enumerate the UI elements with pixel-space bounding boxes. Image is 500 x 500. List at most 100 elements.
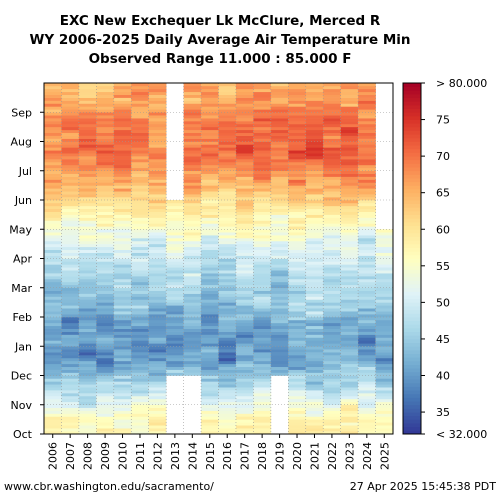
heatmap-cell bbox=[78, 299, 97, 303]
heatmap-cell bbox=[270, 255, 289, 259]
x-tick-label: 2008 bbox=[82, 442, 95, 470]
heatmap-cell bbox=[288, 170, 307, 174]
heatmap-cell bbox=[323, 109, 341, 113]
colorbar-tick-label: 40 bbox=[436, 370, 450, 383]
heatmap-cell bbox=[323, 156, 341, 160]
heatmap-cell bbox=[235, 398, 254, 403]
heatmap-cell bbox=[323, 363, 341, 368]
heatmap-cell bbox=[253, 121, 272, 125]
heatmap-cell bbox=[201, 337, 219, 341]
heatmap-cell bbox=[358, 83, 376, 87]
heatmap-cell bbox=[166, 308, 184, 312]
heatmap-cell bbox=[201, 115, 219, 119]
heatmap-cell bbox=[288, 85, 307, 90]
heatmap-cell bbox=[270, 112, 289, 116]
heatmap-cell bbox=[44, 360, 62, 365]
heatmap-cell bbox=[61, 337, 80, 341]
heatmap-cell bbox=[305, 366, 324, 370]
heatmap-cell bbox=[148, 159, 167, 163]
heatmap-cell bbox=[44, 384, 62, 388]
heatmap-cell bbox=[358, 296, 376, 300]
heatmap-cell bbox=[288, 384, 307, 388]
heatmap-cell bbox=[148, 422, 167, 426]
heatmap-cell bbox=[201, 211, 219, 215]
heatmap-cell bbox=[78, 121, 97, 125]
heatmap-cell bbox=[148, 144, 167, 148]
heatmap-cell bbox=[253, 270, 272, 274]
heatmap-cell bbox=[305, 360, 324, 365]
colorbar-segment bbox=[403, 349, 421, 354]
heatmap-cell bbox=[323, 138, 341, 142]
heatmap-cell bbox=[96, 103, 115, 107]
heatmap-cell bbox=[113, 164, 132, 169]
heatmap-cell bbox=[288, 240, 307, 245]
heatmap-cell bbox=[340, 249, 359, 253]
heatmap-cell bbox=[270, 179, 289, 183]
heatmap-cell bbox=[323, 161, 341, 166]
heatmap-cell bbox=[78, 305, 97, 309]
heatmap-cell bbox=[235, 317, 254, 321]
heatmap-cell bbox=[44, 249, 62, 253]
heatmap-cell bbox=[340, 185, 359, 189]
heatmap-cell bbox=[61, 340, 80, 344]
heatmap-cell bbox=[375, 422, 394, 426]
heatmap-cell bbox=[253, 378, 272, 382]
heatmap-cell bbox=[183, 252, 202, 256]
colorbar-segment bbox=[403, 141, 421, 146]
heatmap-cell bbox=[148, 404, 167, 408]
heatmap-cell bbox=[235, 91, 254, 95]
heatmap-cell bbox=[288, 176, 307, 180]
heatmap-cell bbox=[323, 425, 341, 429]
heatmap-cell bbox=[131, 349, 149, 353]
heatmap-cell bbox=[218, 299, 237, 303]
heatmap-cell bbox=[201, 384, 219, 388]
heatmap-cell bbox=[288, 205, 307, 210]
heatmap-cell bbox=[201, 121, 219, 125]
heatmap-cell bbox=[235, 188, 254, 192]
heatmap-cell bbox=[183, 194, 202, 198]
heatmap-cell bbox=[148, 308, 167, 312]
heatmap-cell bbox=[61, 118, 80, 122]
heatmap-cell bbox=[218, 94, 237, 98]
heatmap-cell bbox=[61, 214, 80, 218]
heatmap-cell bbox=[61, 202, 80, 207]
heatmap-cell bbox=[131, 372, 149, 376]
heatmap-cell bbox=[218, 185, 237, 189]
heatmap-cell bbox=[148, 170, 167, 174]
heatmap-cell bbox=[340, 390, 359, 394]
heatmap-cell bbox=[201, 416, 219, 420]
heatmap-cell bbox=[323, 240, 341, 245]
heatmap-cell bbox=[323, 232, 341, 236]
heatmap-cell bbox=[131, 378, 149, 382]
heatmap-cell bbox=[235, 220, 254, 224]
heatmap-cell bbox=[305, 308, 324, 312]
heatmap-cell bbox=[44, 173, 62, 177]
heatmap-cell bbox=[253, 238, 272, 242]
heatmap-cell bbox=[78, 398, 97, 403]
heatmap-cell bbox=[305, 261, 324, 265]
heatmap-cell bbox=[201, 328, 219, 332]
heatmap-cell bbox=[113, 129, 132, 134]
heatmap-cell bbox=[96, 293, 115, 297]
heatmap-cell bbox=[323, 401, 341, 406]
heatmap-cell bbox=[323, 164, 341, 169]
heatmap-cell bbox=[235, 138, 254, 142]
heatmap-cell bbox=[358, 393, 376, 397]
heatmap-cell bbox=[305, 322, 324, 327]
heatmap-cell bbox=[183, 249, 202, 253]
heatmap-cell bbox=[270, 188, 289, 192]
heatmap-cell bbox=[113, 302, 132, 306]
heatmap-cell bbox=[235, 416, 254, 420]
heatmap-cell bbox=[340, 258, 359, 262]
heatmap-cell bbox=[61, 238, 80, 242]
heatmap-cell bbox=[44, 404, 62, 408]
heatmap-cell bbox=[131, 413, 149, 417]
heatmap-cell bbox=[288, 404, 307, 408]
heatmap-cell bbox=[340, 267, 359, 271]
heatmap-cell bbox=[288, 217, 307, 221]
heatmap-cell bbox=[358, 299, 376, 303]
heatmap-cell bbox=[323, 147, 341, 151]
heatmap-cell bbox=[96, 229, 115, 233]
heatmap-cell bbox=[288, 100, 307, 104]
heatmap-cell bbox=[201, 94, 219, 98]
